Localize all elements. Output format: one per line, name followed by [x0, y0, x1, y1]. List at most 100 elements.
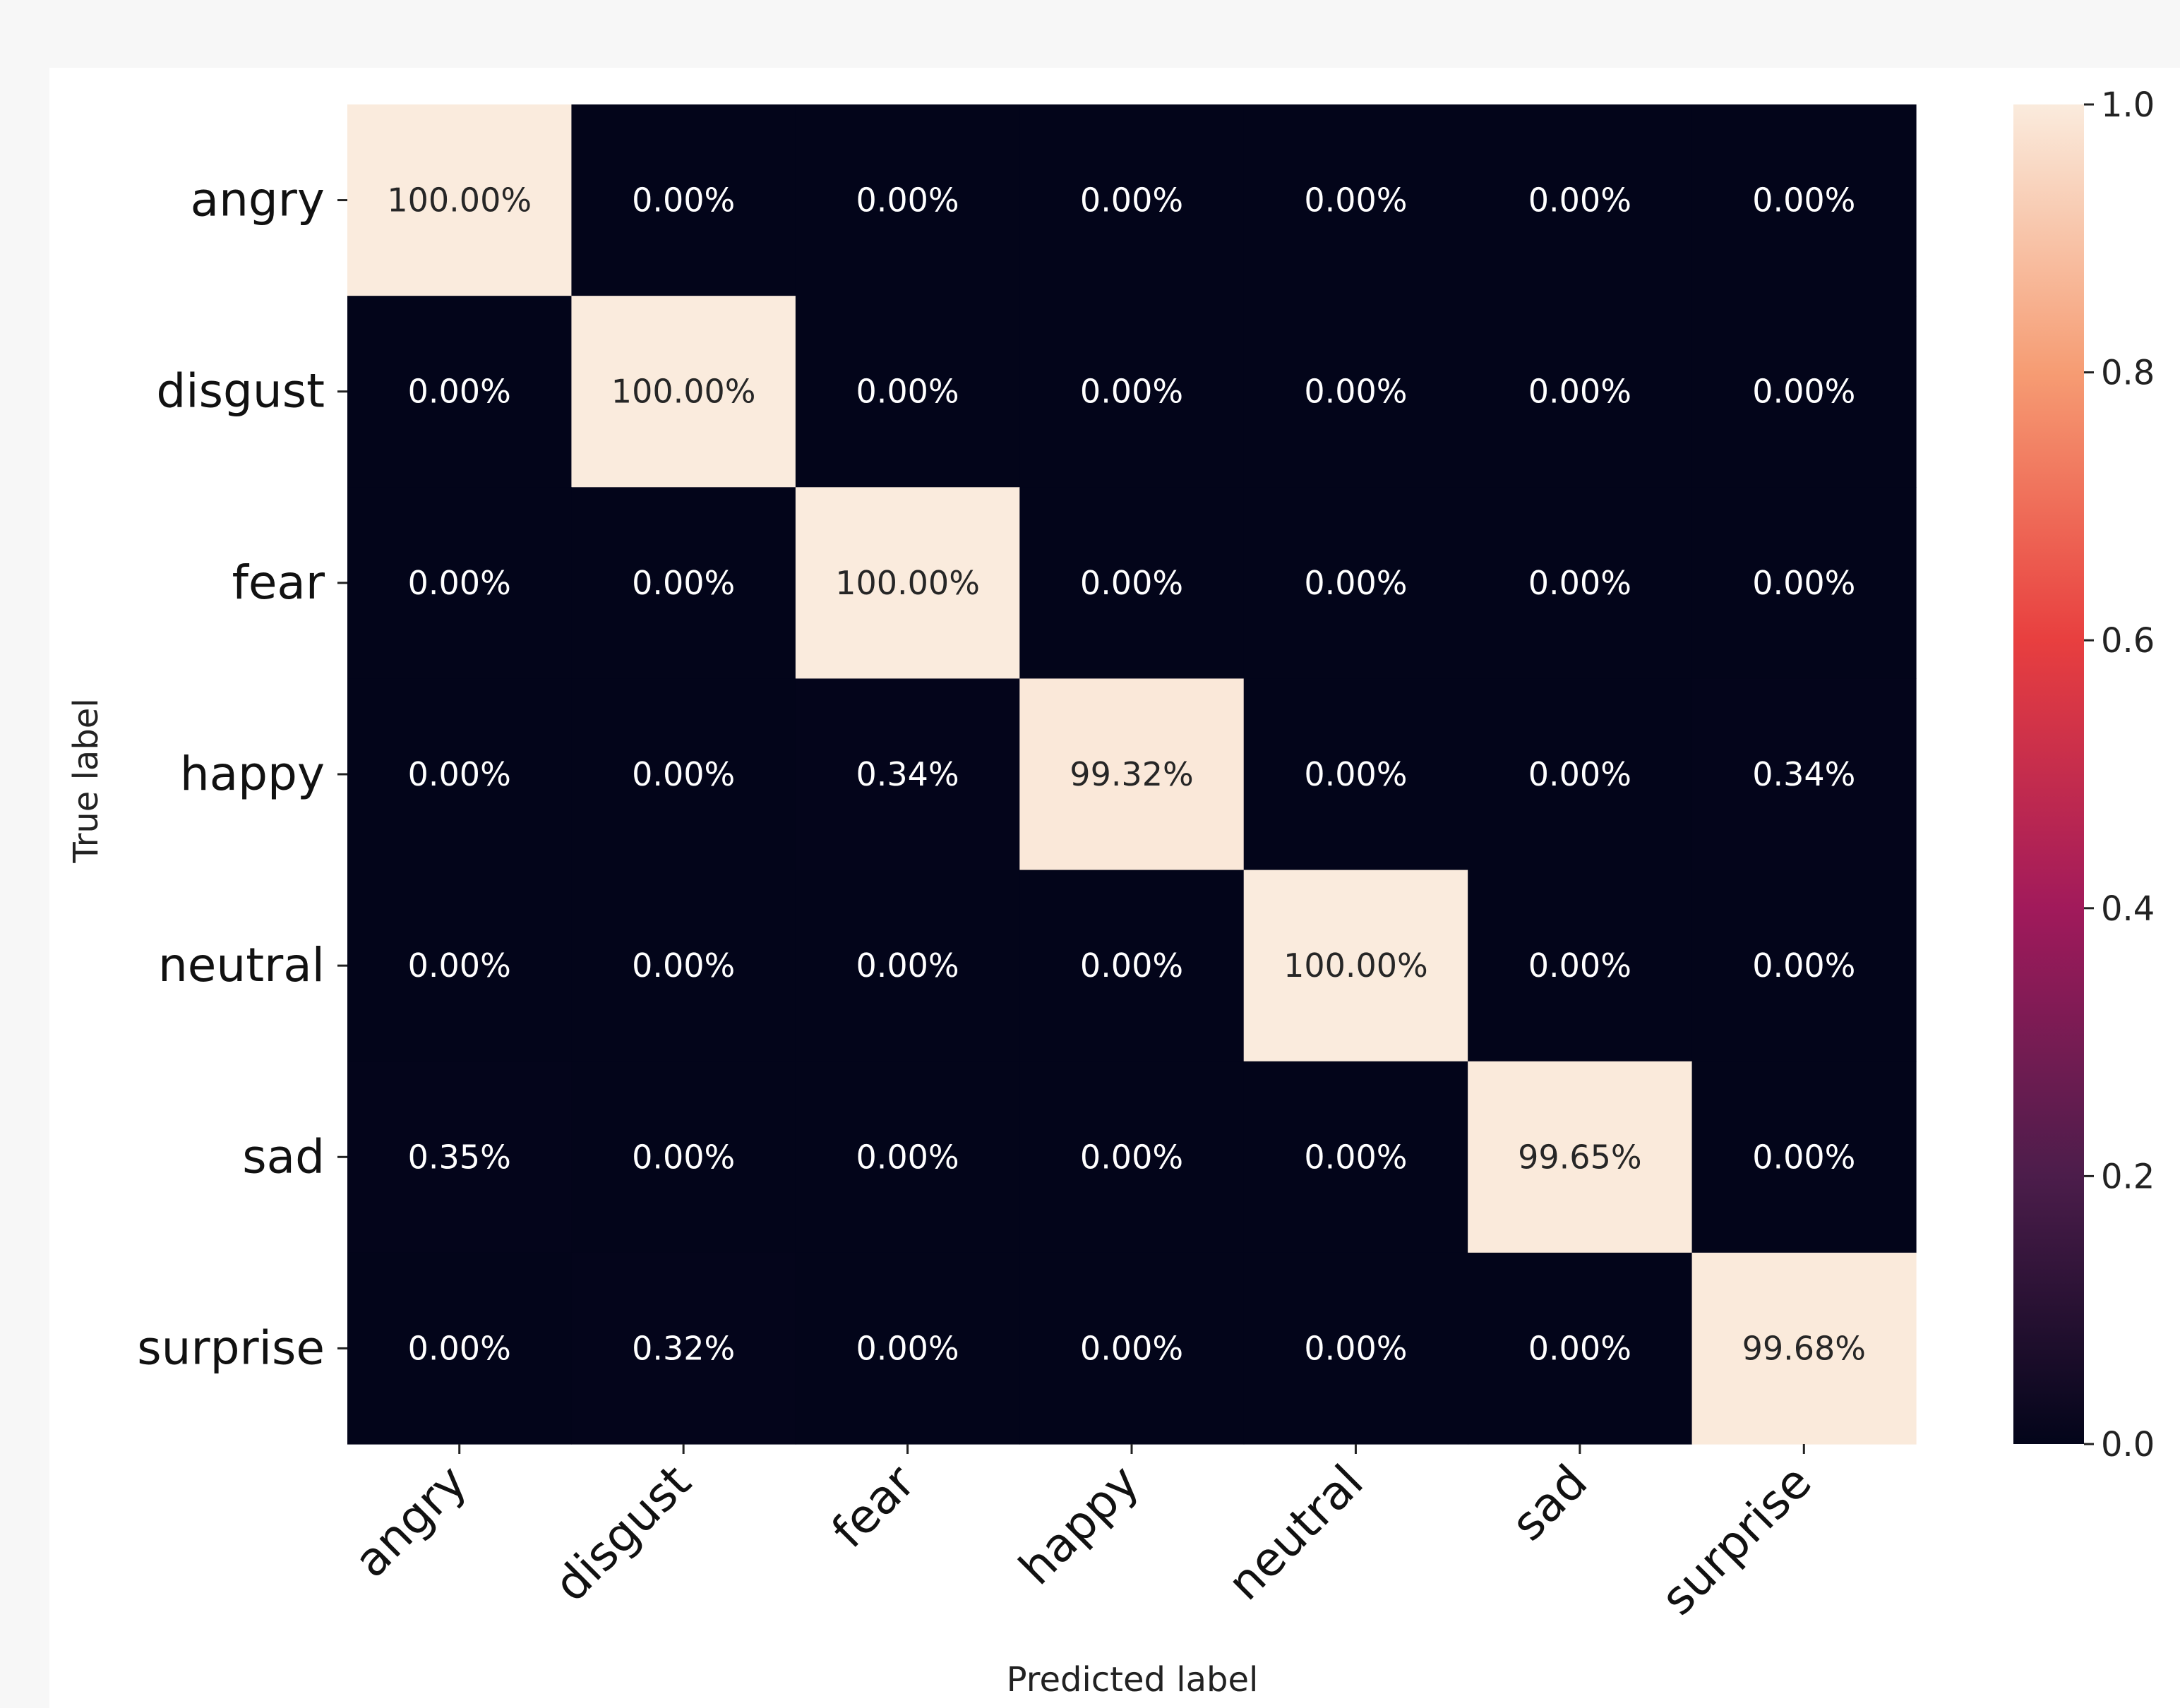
- heatmap-cell-label: 0.34%: [1752, 755, 1855, 793]
- heatmap-cell-neutral-sad: [1468, 870, 1693, 1062]
- y-tick-label-sad: sad: [242, 1129, 325, 1184]
- heatmap-cell-label: 0.00%: [408, 1329, 511, 1367]
- heatmap-cell-surprise-sad: [1468, 1252, 1693, 1445]
- heatmap-cell-label: 0.00%: [408, 755, 511, 793]
- heatmap-cell-label: 0.00%: [408, 564, 511, 602]
- heatmap-cell-disgust-happy: [1019, 296, 1245, 488]
- heatmap-cell-disgust-disgust: [571, 296, 796, 488]
- heatmap-cell-label: 0.00%: [1080, 946, 1183, 985]
- heatmap-cell-fear-angry: [347, 487, 573, 680]
- y-axis: angry disgust fear happy neutral sad surprise: [137, 173, 347, 1375]
- heatmap-cell-label: 100.00%: [835, 564, 980, 602]
- heatmap-cell-label: 0.00%: [1752, 373, 1855, 411]
- x-tick-label-sad: sad: [1501, 1455, 1598, 1551]
- heatmap-cell-surprise-surprise: [1691, 1252, 1917, 1445]
- heatmap-cell-label: 0.00%: [1304, 1138, 1407, 1176]
- heatmap-cell-happy-neutral: [1243, 678, 1468, 871]
- heatmap-cell-label: 0.00%: [1304, 181, 1407, 219]
- x-tick-label-neutral: neutral: [1217, 1455, 1373, 1611]
- y-tick-label-angry: angry: [191, 173, 325, 227]
- heatmap-cell-angry-neutral: [1243, 104, 1468, 296]
- heatmap-cell-label: 0.00%: [1528, 564, 1631, 602]
- heatmap-cell-neutral-angry: [347, 870, 573, 1062]
- heatmap-cell-happy-happy: [1019, 678, 1245, 871]
- heatmap-cell-label: 0.00%: [1752, 181, 1855, 219]
- heatmap-cell-label: 0.00%: [408, 946, 511, 985]
- x-axis-title: Predicted label: [1007, 1660, 1259, 1700]
- y-tick-label-neutral: neutral: [158, 938, 325, 992]
- heatmap-cell-surprise-neutral: [1243, 1252, 1468, 1445]
- heatmap-cell-fear-sad: [1468, 487, 1693, 680]
- heatmap-cell-happy-fear: [795, 678, 1020, 871]
- heatmap-cell-surprise-disgust: [571, 1252, 796, 1445]
- heatmap-cell-neutral-happy: [1019, 870, 1245, 1062]
- heatmap-cell-label: 0.00%: [1304, 1329, 1407, 1367]
- heatmap-cell-neutral-fear: [795, 870, 1020, 1062]
- heatmap-cell-neutral-neutral: [1243, 870, 1468, 1062]
- colorbar-tick-label: 1.0: [2101, 85, 2155, 125]
- heatmap-cell-disgust-fear: [795, 296, 1020, 488]
- heatmap-cell-label: 100.00%: [1283, 946, 1428, 985]
- heatmap-cell-label: 99.65%: [1518, 1138, 1641, 1176]
- heatmap-cell-label: 0.00%: [632, 181, 735, 219]
- heatmap-cell-label: 0.00%: [1080, 1329, 1183, 1367]
- heatmap-cell-happy-sad: [1468, 678, 1693, 871]
- heatmap-cell-neutral-surprise: [1691, 870, 1917, 1062]
- heatmap-cell-label: 0.00%: [1080, 181, 1183, 219]
- heatmap-cell-label: 99.68%: [1742, 1329, 1866, 1367]
- colorbar-tick-label: 0.6: [2101, 621, 2155, 661]
- heatmap-cell-label: 99.32%: [1070, 755, 1193, 793]
- heatmap-cell-label: 0.00%: [632, 564, 735, 602]
- heatmap-cell-label: 0.00%: [1752, 1138, 1855, 1176]
- heatmap-cell-label: 0.00%: [632, 946, 735, 985]
- y-tick-label-surprise: surprise: [137, 1321, 325, 1375]
- heatmap-cell-label: 0.00%: [1304, 373, 1407, 411]
- x-tick-label-angry: angry: [344, 1455, 477, 1588]
- colorbar-tick-label: 0.8: [2101, 354, 2155, 393]
- heatmap-cell-label: 0.00%: [408, 373, 511, 411]
- heatmap-cell-disgust-sad: [1468, 296, 1693, 488]
- y-tick-label-disgust: disgust: [156, 364, 325, 419]
- heatmap-cell-label: 0.00%: [856, 946, 959, 985]
- heatmap-cell-neutral-disgust: [571, 870, 796, 1062]
- heatmap-cell-fear-happy: [1019, 487, 1245, 680]
- heatmap-cell-sad-angry: [347, 1061, 573, 1253]
- heatmap-cell-label: 0.00%: [856, 1138, 959, 1176]
- heatmap-cell-label: 0.00%: [1528, 373, 1631, 411]
- colorbar-tick-label: 0.2: [2101, 1157, 2155, 1196]
- heatmap-cell-fear-disgust: [571, 487, 796, 680]
- heatmap-cell-fear-surprise: [1691, 487, 1917, 680]
- heatmap-cell-surprise-happy: [1019, 1252, 1245, 1445]
- heatmap-cell-label: 0.00%: [632, 755, 735, 793]
- heatmap-cell-labels: 100.00% 0.00% 0.00% 0.00% 0.00% 0.00% 0.00% 0.0…: [387, 181, 1866, 1368]
- heatmap-cell-label: 100.00%: [611, 373, 756, 411]
- x-tick-label-surprise: surprise: [1651, 1455, 1821, 1625]
- confusion-matrix-heatmap: 100.00% 0.00% 0.00% 0.00% 0.00% 0.00% 0.00% 0.0…: [66, 85, 2155, 1700]
- heatmap-cell-label: 0.00%: [1528, 755, 1631, 793]
- heatmap-cell-sad-surprise: [1691, 1061, 1917, 1253]
- x-axis: angry disgust fear happy neutral sad surprise: [344, 1444, 1822, 1625]
- heatmap-cells: [347, 104, 1917, 1445]
- heatmap-cell-label: 0.00%: [1528, 1329, 1631, 1367]
- heatmap-cell-label: 100.00%: [387, 181, 532, 219]
- x-tick-label-disgust: disgust: [544, 1455, 701, 1612]
- heatmap-cell-label: 0.00%: [856, 373, 959, 411]
- heatmap-cell-angry-fear: [795, 104, 1020, 296]
- heatmap-cell-label: 0.34%: [856, 755, 959, 793]
- heatmap-cell-label: 0.00%: [1752, 946, 1855, 985]
- heatmap-cell-label: 0.00%: [1528, 181, 1631, 219]
- colorbar-tick-label: 0.0: [2101, 1425, 2155, 1465]
- heatmap-cell-angry-happy: [1019, 104, 1245, 296]
- heatmap-cell-sad-disgust: [571, 1061, 796, 1253]
- heatmap-cell-disgust-surprise: [1691, 296, 1917, 488]
- heatmap-cell-disgust-neutral: [1243, 296, 1468, 488]
- heatmap-cell-sad-neutral: [1243, 1061, 1468, 1253]
- heatmap-cell-happy-disgust: [571, 678, 796, 871]
- heatmap-cell-label: 0.00%: [856, 1329, 959, 1367]
- heatmap-cell-label: 0.00%: [1304, 755, 1407, 793]
- x-tick-label-fear: fear: [822, 1454, 926, 1558]
- y-tick-label-happy: happy: [180, 747, 325, 801]
- heatmap-cell-fear-neutral: [1243, 487, 1468, 680]
- heatmap-cell-label: 0.32%: [632, 1329, 735, 1367]
- heatmap-cell-label: 0.00%: [1752, 564, 1855, 602]
